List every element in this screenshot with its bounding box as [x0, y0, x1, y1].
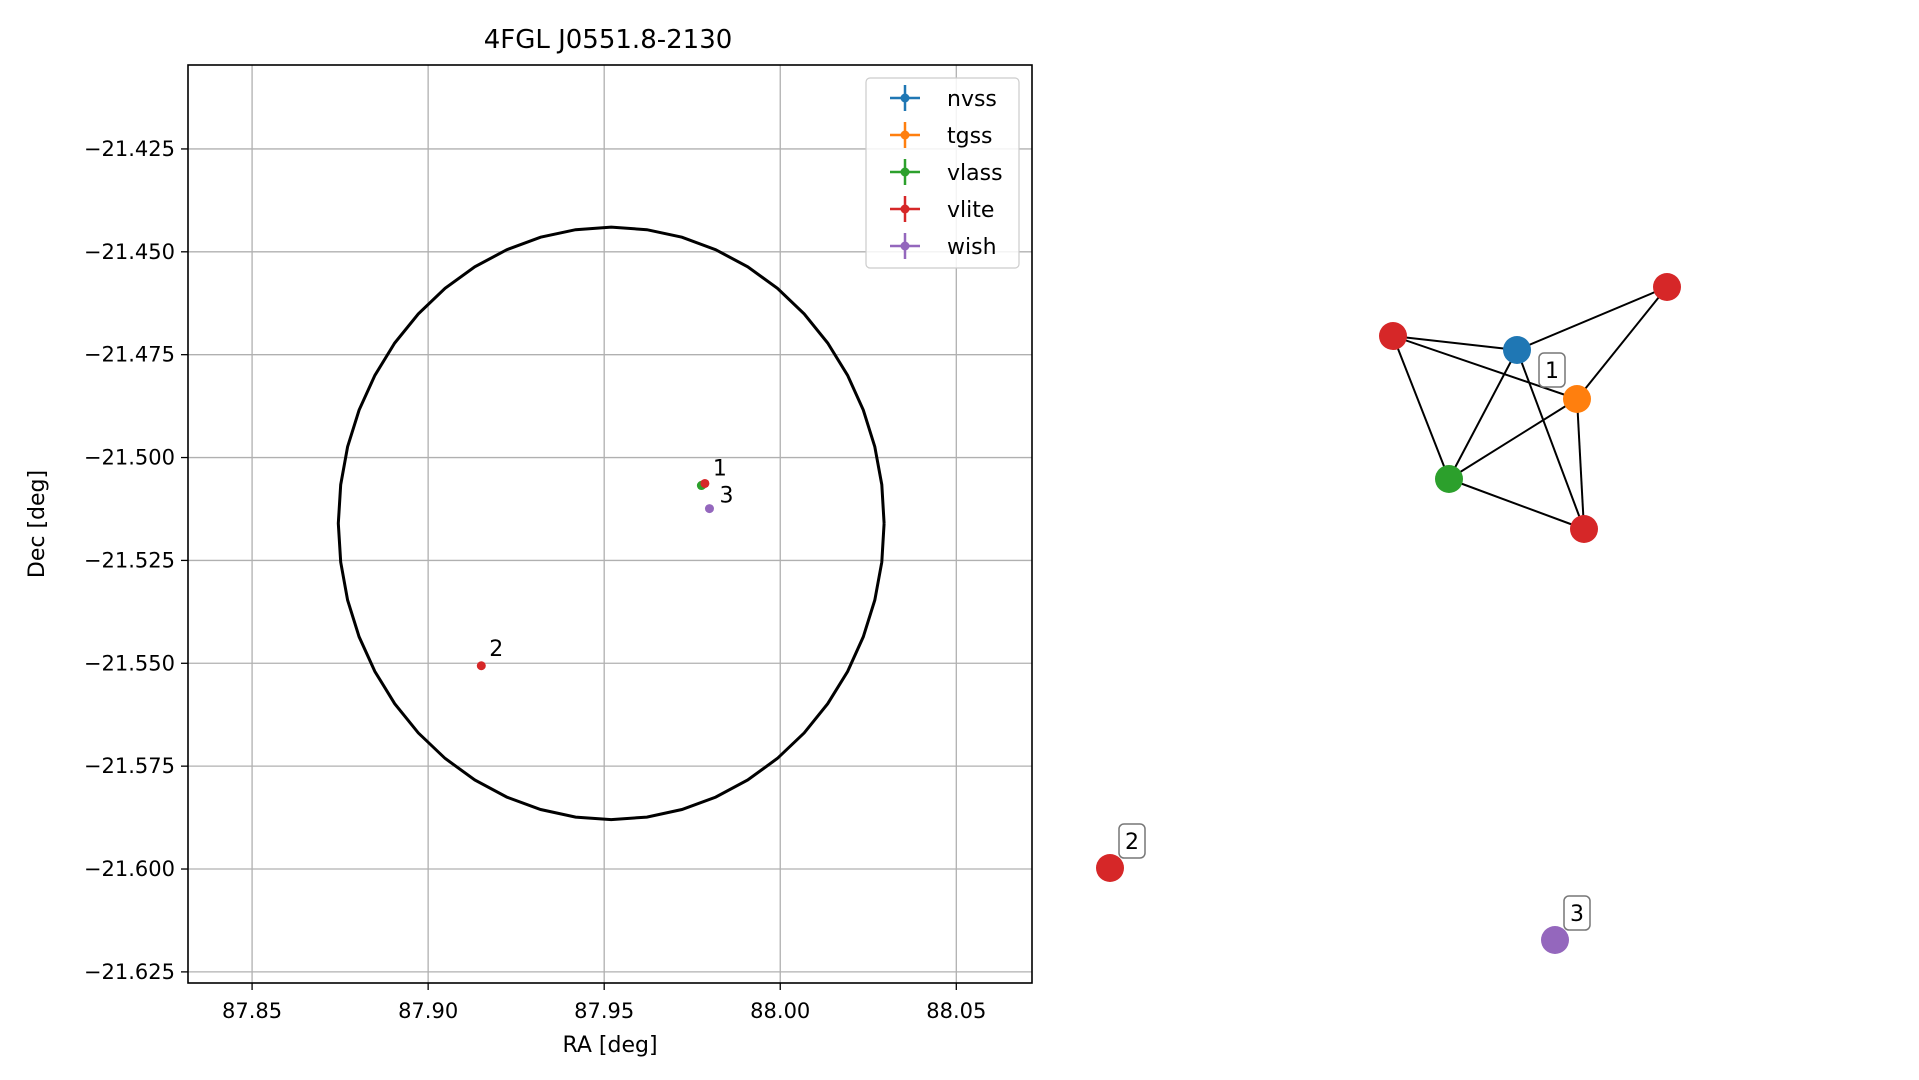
- legend-marker-dot: [900, 130, 910, 140]
- network-node-vlite-a: [1379, 322, 1407, 350]
- network-edge: [1516, 349, 1585, 530]
- network-node-vlite-2: [1096, 854, 1124, 882]
- grid-lines: [188, 65, 1032, 983]
- x-tick-label: 87.95: [574, 999, 634, 1023]
- x-tick-label: 88.05: [926, 999, 986, 1023]
- network-node-labels: 1 2 3: [1118, 352, 1591, 931]
- network-node-wish-3: [1541, 926, 1569, 954]
- legend-item-tgss: tgss: [890, 122, 993, 149]
- legend-label: nvss: [947, 87, 997, 112]
- y-tick-label: −21.550: [84, 651, 175, 675]
- legend-marker-dot: [900, 167, 910, 177]
- legend: nvss tgss vlass vlite wish: [865, 77, 1020, 269]
- network-graph: 1 2 3: [1096, 273, 1681, 954]
- network-edge: [1392, 335, 1450, 480]
- legend-marker-dot: [900, 93, 910, 103]
- x-tick-label: 87.85: [222, 999, 282, 1023]
- network-node-nvss: [1503, 336, 1531, 364]
- data-point-vlite: [476, 661, 486, 671]
- network-edge: [1392, 335, 1518, 351]
- x-tick-label: 88.00: [750, 999, 810, 1023]
- network-node-label: 1: [1538, 352, 1566, 388]
- network-label-box: [1563, 895, 1591, 931]
- network-nodes: [1096, 273, 1681, 954]
- network-node-vlite-b: [1570, 515, 1598, 543]
- network-label-text: 1: [1545, 359, 1559, 384]
- network-edge: [1576, 286, 1668, 400]
- network-node-label: 2: [1118, 823, 1146, 859]
- source-label: 2: [489, 637, 503, 662]
- y-axis-label: Dec [deg]: [25, 470, 50, 578]
- data-point-vlite: [700, 478, 710, 488]
- localization-ellipse: [336, 225, 886, 822]
- network-node-label: 3: [1563, 895, 1591, 931]
- network-node-vlass: [1435, 465, 1463, 493]
- legend-item-nvss: nvss: [890, 85, 997, 112]
- network-edge: [1576, 398, 1585, 530]
- x-tick-label: 87.90: [398, 999, 458, 1023]
- legend-marker-dot: [900, 204, 910, 214]
- y-tick-label: −21.575: [84, 754, 175, 778]
- legend-label: wish: [947, 235, 997, 260]
- legend-label: tgss: [947, 124, 993, 149]
- y-tick-label: −21.625: [84, 960, 175, 984]
- network-edge: [1516, 286, 1668, 351]
- legend-label: vlass: [947, 161, 1003, 186]
- data-points: [476, 478, 714, 671]
- network-edges: [1392, 286, 1668, 530]
- y-axis-ticks: −21.425 −21.450 −21.475 −21.500 −21.525 −21.5…: [84, 137, 188, 984]
- legend-item-wish: wish: [890, 233, 997, 260]
- network-edge: [1448, 349, 1518, 480]
- source-label: 3: [719, 484, 733, 509]
- network-label-text: 3: [1570, 902, 1584, 927]
- y-tick-label: −21.425: [84, 137, 175, 161]
- legend-item-vlass: vlass: [890, 159, 1003, 186]
- network-edge: [1448, 398, 1578, 480]
- localization-ellipse-layer: [336, 225, 886, 822]
- source-labels: 1 2 3: [489, 456, 733, 661]
- plot-frame: [187, 64, 1033, 984]
- x-axis-ticks: 87.85 87.90 87.95 88.00 88.05: [222, 983, 986, 1023]
- y-tick-label: −21.475: [84, 343, 175, 367]
- x-axis-label: RA [deg]: [562, 1033, 657, 1058]
- legend-item-vlite: vlite: [890, 196, 994, 223]
- network-label-text: 2: [1125, 830, 1139, 855]
- source-label: 1: [713, 456, 727, 481]
- network-node-tgss: [1563, 385, 1591, 413]
- legend-marker-dot: [900, 241, 910, 251]
- chart-title: 4FGL J0551.8-2130: [484, 25, 733, 55]
- y-tick-label: −21.600: [84, 857, 175, 881]
- network-label-box: [1538, 352, 1566, 388]
- y-tick-label: −21.525: [84, 548, 175, 572]
- network-edge: [1448, 478, 1585, 530]
- network-label-box: [1118, 823, 1146, 859]
- network-node-vlite-c: [1653, 273, 1681, 301]
- y-tick-label: −21.450: [84, 240, 175, 264]
- scatter-plot: 123 87.85 87.90 87.95 88.00 88.05 −21.425−21…: [25, 64, 1033, 1058]
- y-tick-label: −21.500: [84, 446, 175, 470]
- network-edge: [1392, 335, 1578, 400]
- data-point-wish: [704, 504, 714, 514]
- legend-label: vlite: [947, 198, 994, 223]
